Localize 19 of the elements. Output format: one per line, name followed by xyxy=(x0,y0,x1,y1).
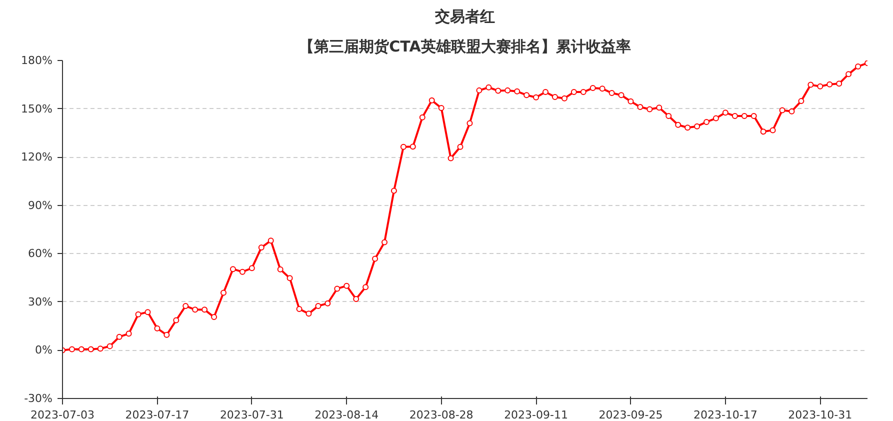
chart-title: 交易者红 xyxy=(434,8,495,26)
x-tick-label: 2023-10-17 xyxy=(693,408,758,421)
y-tick-label: -30% xyxy=(24,392,53,405)
y-tick-label: 60% xyxy=(28,247,53,260)
x-tick-label: 2023-09-25 xyxy=(598,408,663,421)
x-tick-label: 2023-07-31 xyxy=(220,408,284,421)
x-tick-label: 2023-07-03 xyxy=(30,408,94,421)
y-tick-label: 0% xyxy=(35,344,52,357)
y-tick-label: 150% xyxy=(21,102,53,116)
y-tick-label: 90% xyxy=(28,198,53,212)
x-tick-label: 2023-09-11 xyxy=(504,408,568,421)
y-tick-label: 120% xyxy=(21,150,53,164)
x-tick-label: 2023-08-14 xyxy=(314,408,379,421)
x-tick-label: 2023-07-17 xyxy=(125,408,190,421)
x-tick-label: 2023-08-28 xyxy=(409,408,474,421)
y-tick-label: 30% xyxy=(28,295,53,308)
x-tick-label: 2023-10-31 xyxy=(788,408,852,421)
chart-subtitle: 【第三届期货CTA英雄联盟大赛排名】累计收益率 xyxy=(299,38,631,56)
y-tick-label: 180% xyxy=(21,54,53,67)
